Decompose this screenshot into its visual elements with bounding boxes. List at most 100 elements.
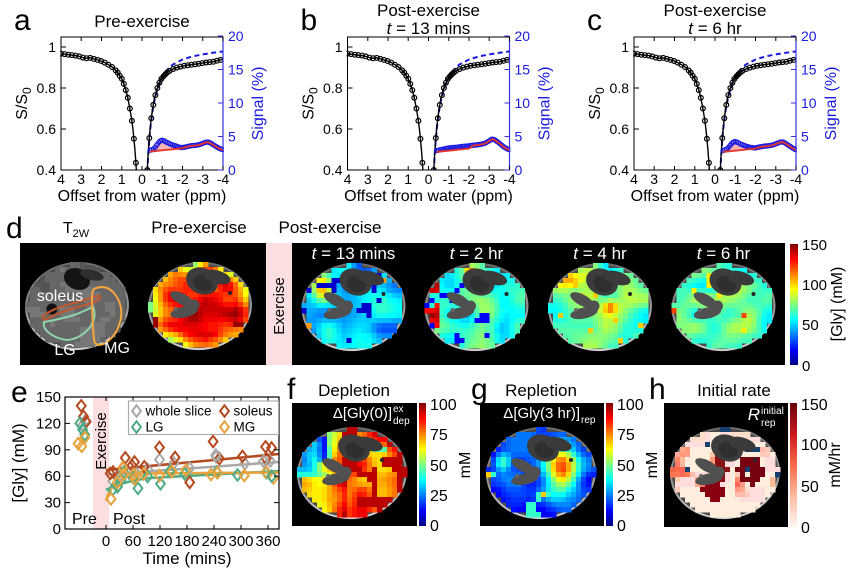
svg-text:Δ[Gly(3 hr)]: Δ[Gly(3 hr)]	[503, 405, 580, 422]
svg-text:0.4: 0.4	[37, 162, 57, 178]
svg-text:Signal (%): Signal (%)	[250, 67, 267, 141]
svg-text:Δ[Gly(0)]: Δ[Gly(0)]	[333, 405, 392, 422]
svg-text:20: 20	[515, 28, 531, 44]
svg-text:Post-exercise: Post-exercise	[377, 1, 480, 20]
svg-text:[Gly] (mM): [Gly] (mM)	[9, 423, 28, 502]
svg-text:soleus: soleus	[234, 404, 273, 419]
svg-text:R: R	[748, 405, 760, 424]
svg-text:20: 20	[801, 28, 817, 44]
svg-text:150: 150	[36, 389, 61, 406]
svg-text:0: 0	[102, 533, 110, 550]
svg-text:1: 1	[691, 171, 699, 187]
svg-text:initial: initial	[761, 406, 784, 417]
svg-text:-1: -1	[729, 171, 742, 187]
svg-text:1: 1	[48, 39, 56, 55]
svg-text:rep: rep	[761, 418, 776, 429]
svg-text:d: d	[6, 212, 23, 245]
svg-text:t = 13 mins: t = 13 mins	[312, 244, 396, 263]
svg-text:120: 120	[36, 415, 61, 432]
svg-text:15: 15	[515, 62, 531, 78]
svg-text:75: 75	[617, 427, 635, 444]
svg-text:4: 4	[57, 171, 65, 187]
svg-text:Pre-exercise: Pre-exercise	[94, 12, 189, 31]
svg-text:f: f	[287, 373, 296, 406]
svg-text:0: 0	[53, 521, 61, 538]
svg-text:2: 2	[384, 171, 392, 187]
svg-text:Initial rate: Initial rate	[697, 381, 771, 400]
svg-text:50: 50	[617, 458, 635, 475]
svg-text:mM/hr: mM/hr	[827, 442, 844, 488]
svg-text:t = 6 hr: t = 6 hr	[697, 244, 751, 263]
svg-text:10: 10	[515, 95, 531, 111]
svg-text:dep: dep	[393, 416, 410, 427]
svg-text:0.6: 0.6	[37, 121, 57, 137]
svg-text:T2W: T2W	[63, 220, 90, 240]
svg-text:-4: -4	[503, 171, 516, 187]
svg-text:1: 1	[404, 171, 412, 187]
svg-text:-4: -4	[217, 171, 230, 187]
svg-text:0: 0	[801, 520, 810, 537]
svg-text:whole slice: whole slice	[145, 404, 212, 419]
svg-text:Offset from water (ppm): Offset from water (ppm)	[58, 188, 227, 205]
svg-text:0: 0	[425, 171, 433, 187]
svg-text:0: 0	[617, 518, 626, 535]
svg-text:-1: -1	[443, 171, 456, 187]
svg-text:180: 180	[174, 533, 199, 550]
svg-text:120: 120	[147, 533, 172, 550]
svg-text:0.4: 0.4	[323, 162, 343, 178]
svg-text:2: 2	[671, 171, 679, 187]
svg-text:0: 0	[515, 162, 523, 178]
svg-text:50: 50	[802, 317, 819, 334]
svg-text:LG: LG	[54, 342, 75, 359]
svg-text:rep: rep	[581, 415, 596, 426]
svg-text:60: 60	[125, 533, 142, 550]
svg-text:S/S0: S/S0	[587, 87, 607, 120]
svg-text:30: 30	[44, 495, 61, 512]
svg-text:[Gly] (mM): [Gly] (mM)	[829, 267, 846, 342]
svg-text:4: 4	[344, 171, 352, 187]
svg-text:-3: -3	[197, 171, 210, 187]
svg-text:0.6: 0.6	[610, 121, 630, 137]
svg-text:a: a	[14, 4, 31, 37]
svg-text:0: 0	[802, 358, 810, 375]
svg-text:-4: -4	[790, 171, 803, 187]
svg-text:Signal (%): Signal (%)	[823, 67, 840, 141]
svg-text:Post: Post	[113, 511, 146, 528]
svg-text:e: e	[11, 376, 28, 409]
svg-text:20: 20	[228, 28, 244, 44]
svg-text:-3: -3	[483, 171, 496, 187]
svg-text:50: 50	[801, 479, 819, 496]
svg-text:1: 1	[118, 171, 126, 187]
svg-text:Post-exercise: Post-exercise	[279, 218, 382, 237]
svg-text:Offset from water (ppm): Offset from water (ppm)	[344, 188, 513, 205]
svg-text:0: 0	[228, 162, 236, 178]
svg-text:15: 15	[801, 62, 817, 78]
svg-text:Pre: Pre	[72, 511, 97, 528]
svg-text:50: 50	[430, 458, 448, 475]
svg-text:150: 150	[802, 237, 827, 254]
svg-text:3: 3	[364, 171, 372, 187]
svg-text:100: 100	[801, 437, 828, 454]
svg-text:-2: -2	[463, 171, 476, 187]
svg-text:MG: MG	[234, 420, 256, 435]
svg-text:Pre-exercise: Pre-exercise	[151, 218, 246, 237]
svg-text:25: 25	[430, 488, 448, 505]
svg-text:Offset from water (ppm): Offset from water (ppm)	[631, 188, 800, 205]
svg-text:0: 0	[138, 171, 146, 187]
svg-text:Time (mins): Time (mins)	[142, 549, 231, 568]
svg-text:150: 150	[801, 397, 828, 414]
svg-text:15: 15	[228, 62, 244, 78]
svg-text:Repletion: Repletion	[505, 381, 577, 400]
svg-text:5: 5	[228, 129, 236, 145]
svg-text:Post-exercise: Post-exercise	[664, 1, 767, 20]
svg-text:5: 5	[801, 129, 809, 145]
svg-text:100: 100	[430, 397, 457, 414]
svg-text:h: h	[649, 373, 666, 406]
svg-text:mM: mM	[644, 452, 661, 479]
svg-text:Exercise: Exercise	[93, 412, 110, 470]
svg-text:0.8: 0.8	[323, 80, 343, 96]
svg-text:mM: mM	[457, 452, 474, 479]
svg-text:100: 100	[617, 397, 644, 414]
svg-text:75: 75	[430, 427, 448, 444]
svg-text:10: 10	[801, 95, 817, 111]
